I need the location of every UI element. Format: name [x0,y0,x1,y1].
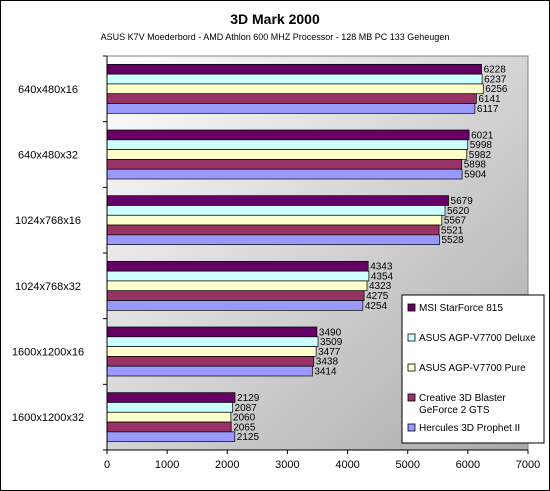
data-label: 5679 [451,196,474,207]
x-tick-label: 2000 [215,459,239,471]
bar [106,83,484,95]
data-label: 5528 [441,235,464,246]
bar [106,402,233,413]
x-tick-label: 0 [104,459,110,471]
legend-swatch [407,393,416,402]
bar [106,195,449,206]
data-label: 5521 [441,225,464,236]
bar [106,260,369,272]
category-label: 1024x768x16 [15,215,81,227]
data-label: 5567 [444,216,467,227]
data-label: 6117 [477,104,499,115]
bar [106,346,317,357]
legend-label: MSI StarForce 815 [419,303,503,314]
bar [106,63,482,75]
category-label: 1600x1200x16 [12,347,84,359]
bar [106,280,368,292]
data-label: 5904 [464,170,487,181]
data-label: 3490 [319,327,342,338]
data-label: 5998 [470,140,493,151]
data-label: 4275 [366,291,389,302]
bar [106,411,232,423]
data-label: 2087 [235,403,258,414]
bar [106,421,232,433]
data-label: 2129 [237,393,260,404]
x-tick-label: 1000 [155,459,179,471]
bar [106,159,463,170]
bar [106,392,236,403]
category-label: 1024x768x32 [15,281,81,293]
data-label: 2125 [237,432,260,443]
bar [106,205,446,216]
bar [106,431,236,443]
chart-subtitle: ASUS K7V Moederbord - AMD Athlon 600 MHZ… [101,32,450,42]
bar [106,73,483,85]
legend-swatch [407,423,416,432]
data-label: 6228 [484,65,507,76]
bar [106,300,364,311]
bar [106,224,440,236]
x-tick-label: 6000 [456,459,480,471]
bar [106,326,318,338]
legend-label: ASUS AGP-V7700 Deluxe [419,333,536,344]
bar [106,290,365,301]
legend-swatch [407,333,416,342]
bar [106,336,319,347]
data-label: 4323 [369,281,392,292]
bar [106,214,443,226]
axis-layer: 640x480x16 640x480x32 1024x768x16 1024x768x… [12,55,540,471]
legend: MSI StarForce 815 ASUS AGP-V7700 Deluxe AS… [401,294,545,444]
data-label: 6256 [485,84,508,95]
legend-label: Hercules 3D Prophet II [419,423,520,434]
legend-label: ASUS AGP-V7700 Pure [419,363,526,374]
chart-title: 3D Mark 2000 [230,11,320,27]
legend-label: Creative 3D Blaster GeForce 2 GTS [419,393,506,416]
category-label: 640x480x32 [18,150,78,162]
data-label: 3509 [320,337,343,348]
x-tick-label: 5000 [395,459,419,471]
data-label: 5982 [469,150,492,161]
x-tick-label: 7000 [516,459,540,471]
data-label: 3438 [316,357,339,368]
category-label: 1600x1200x32 [12,412,84,424]
bar [106,103,476,114]
bar [106,129,470,141]
data-label: 6237 [484,74,507,85]
x-tick-label: 3000 [275,459,299,471]
bar [106,234,440,246]
data-label: 6021 [471,130,494,141]
legend-swatch [407,303,416,312]
bar [106,270,370,282]
data-label: 5898 [464,160,487,171]
bar [106,365,313,377]
data-label: 3414 [314,367,337,378]
data-label: 2065 [233,422,256,433]
bar [106,93,477,104]
bar [106,168,463,180]
category-label: 640x480x16 [18,84,78,96]
data-label: 3477 [318,347,341,358]
data-label: 4354 [371,271,394,282]
bar [106,139,469,150]
bar [106,356,315,367]
data-label: 6141 [478,94,501,105]
bar [106,149,468,160]
data-label: 2060 [233,413,256,424]
legend-swatch [407,363,416,372]
legend-box [401,294,545,444]
data-label: 4254 [365,301,388,312]
data-label: 4343 [370,262,393,273]
data-label: 5620 [447,206,470,217]
x-tick-label: 4000 [335,459,359,471]
